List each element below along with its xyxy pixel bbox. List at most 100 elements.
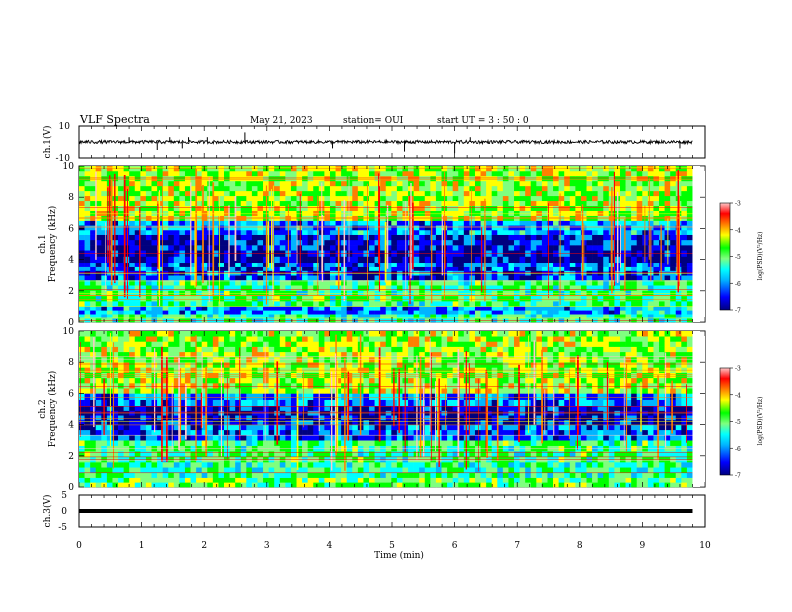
spectrogram-cell: [346, 279, 353, 286]
spectrogram-cell: [480, 190, 487, 197]
spectrogram-cell: [190, 419, 197, 425]
spectrogram-cell: [569, 220, 576, 226]
spectrogram-cell: [346, 170, 353, 177]
spectrogram-cell: [162, 245, 169, 251]
spectrogram-cell: [575, 239, 582, 246]
spectrogram-cell: [625, 462, 632, 468]
spectrogram-cell: [558, 310, 565, 315]
spectrogram-cell: [514, 220, 520, 226]
spectrogram-cell: [296, 256, 303, 264]
spectrogram-cell: [547, 170, 554, 177]
spectrogram-cell: [162, 451, 169, 457]
spectrogram-cell: [385, 435, 392, 441]
spectrogram-cell: [290, 295, 297, 302]
spectrogram-cell: [625, 220, 632, 226]
spectrogram-cell: [592, 306, 598, 311]
spectrogram-cell: [458, 314, 465, 319]
spectrogram-cell: [302, 275, 308, 281]
spectrogram-cell: [173, 451, 180, 457]
spectrogram-cell: [558, 175, 565, 182]
spectrogram-cell: [363, 285, 370, 291]
spectrogram-cell: [497, 262, 504, 267]
spectrogram-cell: [240, 185, 247, 192]
spectrogram-cell: [84, 310, 91, 315]
spectrogram-cell: [374, 195, 381, 202]
spectrogram-cell: [619, 306, 626, 311]
spectrogram-cell: [435, 306, 442, 311]
spectrogram-cell: [514, 451, 520, 457]
spectrogram-cell: [430, 306, 437, 311]
spectrogram-cell: [625, 225, 632, 231]
spectrogram-cell: [480, 301, 487, 307]
spectrogram-cell: [636, 482, 643, 488]
spectrogram-cell: [246, 170, 253, 177]
spectrogram-cell: [497, 239, 504, 246]
spectrogram-cell: [597, 270, 604, 276]
spectrogram-cell: [240, 301, 247, 307]
spectrogram-cell: [486, 429, 493, 436]
spectrogram-cell: [530, 225, 537, 231]
spectrogram-cell: [458, 256, 465, 264]
spectrogram-cell: [491, 279, 498, 286]
spectrogram-cell: [224, 266, 230, 271]
spectrogram-cell: [525, 462, 532, 468]
spectrogram-cell: [592, 275, 598, 281]
spectrogram-cell: [519, 225, 526, 231]
spectrogram-cell: [207, 435, 214, 441]
spectrogram-cell: [441, 451, 448, 457]
spectrogram-cell: [380, 462, 387, 468]
spectrogram-cell: [430, 429, 437, 436]
spectrogram-cell: [686, 306, 693, 311]
spectrogram-cell: [190, 180, 197, 187]
spectrogram-cell: [285, 266, 292, 271]
spectrogram-cell: [569, 462, 576, 468]
spectrogram-cell: [201, 239, 208, 246]
spectrogram-cell: [642, 318, 649, 323]
spectrogram-cell: [603, 451, 610, 457]
spectrogram-cell: [547, 318, 554, 323]
spectrogram-cell: [184, 435, 191, 441]
spectrogram-cell: [675, 472, 682, 478]
spectrogram-cell: [95, 229, 102, 235]
spectrogram-cell: [653, 462, 660, 468]
spectrogram-cell: [246, 175, 253, 182]
spectrogram-cell: [95, 290, 102, 297]
spectrogram-cell: [491, 462, 498, 468]
spectrogram-cell: [207, 195, 214, 202]
spectrogram-cell: [380, 429, 387, 436]
spectrogram-cell: [118, 290, 124, 297]
spectrogram-cell: [597, 220, 604, 226]
spectrogram-cell: [458, 185, 465, 192]
spectrogram-cell: [519, 440, 526, 446]
spectrogram-cell: [664, 190, 671, 197]
spectrogram-cell: [608, 477, 615, 483]
spectrogram-cell: [402, 482, 409, 488]
spectrogram-cell: [240, 290, 247, 297]
spectrogram-cell: [385, 285, 392, 291]
spectrogram-cell: [313, 435, 320, 441]
spectrogram-cell: [586, 170, 593, 177]
spectrogram-cell: [263, 451, 269, 457]
spectrogram-cell: [357, 185, 364, 192]
spectrogram-cell: [229, 210, 236, 216]
spectrogram-cell: [134, 190, 141, 197]
spectrogram-cell: [307, 220, 314, 226]
spectrogram-cell: [569, 318, 576, 323]
spectrogram-cell: [391, 279, 398, 286]
spectrogram-cell: [391, 229, 398, 235]
spectrogram-cell: [90, 451, 97, 457]
spectrogram-cell: [547, 435, 554, 441]
spectrogram-cell: [268, 279, 275, 286]
spectrogram-cell: [553, 190, 559, 197]
spectrogram-cell: [279, 314, 286, 319]
spectrogram-cell: [541, 451, 548, 457]
spectrogram-cell: [575, 275, 582, 281]
spectrogram-cell: [363, 175, 370, 182]
spectrogram-cell: [447, 170, 453, 177]
spectrogram-cell: [307, 467, 314, 473]
spectrogram-cell: [129, 301, 136, 307]
spectrogram-cell: [207, 314, 214, 319]
spectrogram-cell: [196, 262, 202, 267]
spectrogram-cell: [207, 451, 214, 457]
spectrogram-cell: [357, 270, 364, 276]
